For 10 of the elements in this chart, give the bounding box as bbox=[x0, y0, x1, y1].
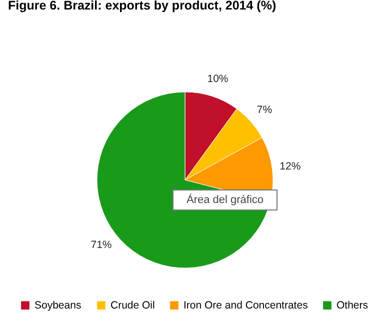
text: Área del gráfico bbox=[186, 193, 264, 206]
legend-label: Others bbox=[336, 299, 368, 312]
legend-label: Iron Ore and Concentrates bbox=[184, 299, 308, 312]
data-label: 71% bbox=[90, 238, 112, 251]
data-label: 7% bbox=[256, 104, 272, 116]
data-label: 10% bbox=[207, 73, 228, 86]
chart-title: Figure 6. Brazil: exports by product, 2014 (%) bbox=[8, 0, 276, 12]
legend-label: Crude Oil bbox=[110, 299, 155, 312]
data-label: 12% bbox=[280, 160, 301, 173]
legend-label: Soybeans bbox=[34, 299, 82, 312]
